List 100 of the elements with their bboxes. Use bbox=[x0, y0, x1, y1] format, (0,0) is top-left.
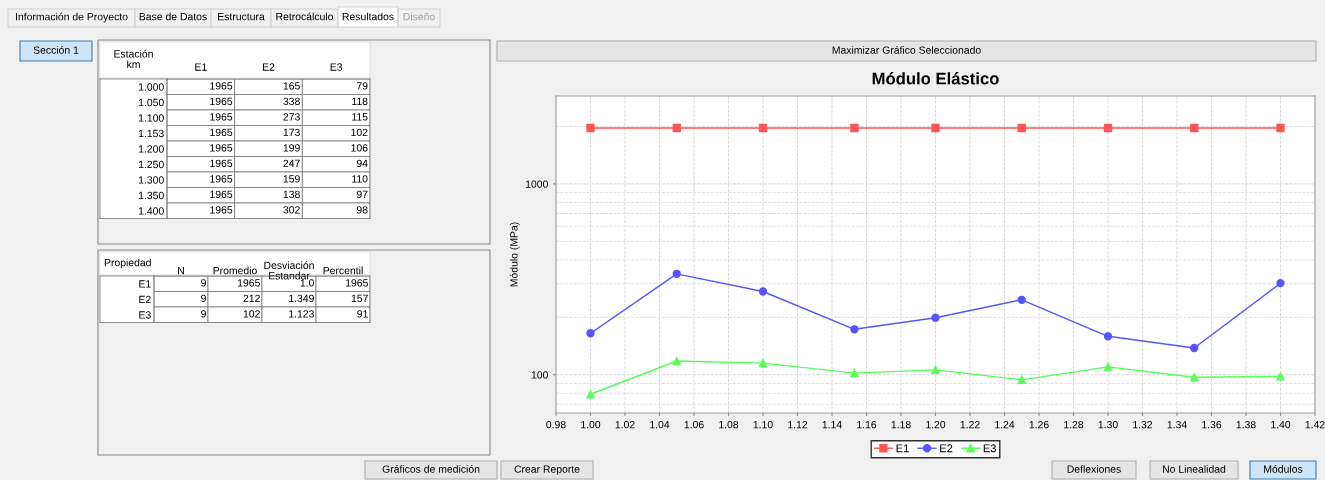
data-label: 212 bbox=[243, 294, 260, 302]
data-label: 9 bbox=[201, 294, 206, 303]
x-tick-label: 1.04 bbox=[650, 420, 670, 429]
legend-label: E2 bbox=[940, 444, 953, 453]
text: Deflexiones bbox=[1067, 465, 1121, 473]
point bbox=[672, 269, 681, 278]
y-tick-label: 100 bbox=[531, 371, 548, 379]
x-tick-label: Promedio bbox=[213, 266, 257, 275]
x-tick-label: 1.16 bbox=[857, 420, 877, 429]
x-tick-label: 1.30 bbox=[1098, 420, 1118, 429]
point bbox=[1276, 372, 1285, 381]
point bbox=[1276, 123, 1285, 133]
x-tick-label: 1.14 bbox=[822, 421, 842, 429]
text: Maximizar Gráfico Seleccionado bbox=[832, 46, 981, 54]
x-tick-label: 1.20 bbox=[926, 420, 946, 429]
y-tick-label: 1.350 bbox=[138, 191, 164, 200]
data-label: 97 bbox=[356, 190, 368, 199]
point bbox=[850, 123, 859, 133]
y-tick-label: 1.000 bbox=[138, 83, 164, 91]
data-label: 115 bbox=[352, 113, 368, 121]
data-label: 79 bbox=[356, 82, 368, 90]
data-label: 102 bbox=[243, 310, 260, 318]
text: Gráficos de medición bbox=[382, 465, 480, 473]
data-label: 1965 bbox=[210, 190, 233, 199]
data-label: 247 bbox=[283, 159, 300, 167]
x-tick-label: E3 bbox=[330, 63, 343, 71]
x-tick-label: E1 bbox=[195, 63, 207, 71]
y-tick-label: 1.153 bbox=[138, 129, 164, 138]
data-label: 157 bbox=[351, 294, 368, 303]
point bbox=[931, 365, 940, 375]
legend-label: E1 bbox=[896, 444, 909, 453]
point bbox=[1190, 373, 1199, 382]
point bbox=[850, 325, 859, 334]
data-label: 165 bbox=[283, 82, 300, 90]
x-tick-label: 1.28 bbox=[1064, 420, 1084, 429]
x-tick-label: 1.08 bbox=[719, 420, 739, 429]
point bbox=[586, 123, 595, 133]
chart-title: Módulo Elástico bbox=[872, 72, 999, 85]
x-tick-label: 1.18 bbox=[891, 420, 911, 429]
point bbox=[931, 313, 940, 322]
data-label: 94 bbox=[356, 159, 368, 168]
y-tick-label: 1000 bbox=[525, 180, 548, 188]
data-label: 98 bbox=[356, 206, 368, 214]
x-tick-label: E2 bbox=[262, 63, 275, 71]
text: Módulos bbox=[1264, 465, 1303, 473]
data-label: 1965 bbox=[210, 97, 233, 106]
y-tick-label: 1.100 bbox=[138, 114, 164, 122]
point bbox=[1190, 343, 1199, 353]
data-label: 173 bbox=[283, 128, 300, 137]
y-tick-label: E2 bbox=[139, 295, 151, 304]
x-tick-label: 1.42 bbox=[1305, 420, 1325, 429]
data-label: 1965 bbox=[210, 206, 233, 214]
x-tick-label: 1.10 bbox=[753, 420, 773, 429]
point bbox=[1103, 362, 1113, 371]
y-tick-label: 1.200 bbox=[138, 145, 164, 153]
point bbox=[1017, 375, 1026, 385]
y-tick-label: E1 bbox=[139, 280, 151, 288]
point bbox=[586, 390, 595, 399]
text: Diseño bbox=[403, 12, 435, 21]
point bbox=[1103, 332, 1113, 341]
data-label: 9 bbox=[201, 279, 206, 287]
text: No Linealidad bbox=[1163, 465, 1226, 473]
data-label: 91 bbox=[357, 310, 368, 318]
x-tick-label: 1.34 bbox=[1167, 420, 1187, 429]
point bbox=[586, 329, 595, 338]
point bbox=[931, 123, 940, 133]
data-label: 102 bbox=[351, 128, 368, 137]
point bbox=[758, 123, 768, 133]
x-tick-label: 1.22 bbox=[960, 420, 980, 429]
data-label: 199 bbox=[283, 144, 300, 152]
text: Estructura bbox=[218, 13, 265, 21]
y-tick-label: 1.400 bbox=[138, 207, 164, 215]
text: Crear Reporte bbox=[514, 465, 580, 475]
x-tick-label: 1.40 bbox=[1271, 420, 1291, 429]
x-tick-label: 1.26 bbox=[1029, 420, 1049, 429]
data-label: 1965 bbox=[210, 144, 233, 152]
point bbox=[1017, 295, 1026, 304]
data-label: 1965 bbox=[210, 82, 233, 90]
x-tick-label: Desviación Estandar bbox=[264, 261, 314, 280]
data-label: 138 bbox=[283, 190, 300, 199]
text: Información de Proyecto bbox=[16, 12, 128, 23]
point bbox=[1017, 123, 1026, 133]
y-tick-label: E3 bbox=[139, 311, 151, 319]
point bbox=[672, 123, 681, 133]
x-tick-label: 1.38 bbox=[1236, 420, 1256, 429]
point bbox=[672, 356, 681, 366]
data-label: 118 bbox=[352, 97, 368, 106]
data-label: 1.349 bbox=[289, 294, 314, 303]
x-tick-label: 1.00 bbox=[581, 420, 601, 429]
data-label: 302 bbox=[283, 206, 300, 214]
data-label: 1.123 bbox=[289, 310, 314, 318]
data-label: 1.0 bbox=[300, 279, 314, 287]
y-tick-label: 1.250 bbox=[138, 160, 164, 169]
point bbox=[850, 368, 859, 378]
data-label: 110 bbox=[352, 175, 368, 183]
data-label: 9 bbox=[201, 310, 206, 318]
text: Resultados bbox=[342, 12, 394, 21]
legend-label: E3 bbox=[983, 444, 996, 453]
data-label: 106 bbox=[351, 144, 368, 152]
x-tick-label: 0.98 bbox=[546, 420, 566, 429]
